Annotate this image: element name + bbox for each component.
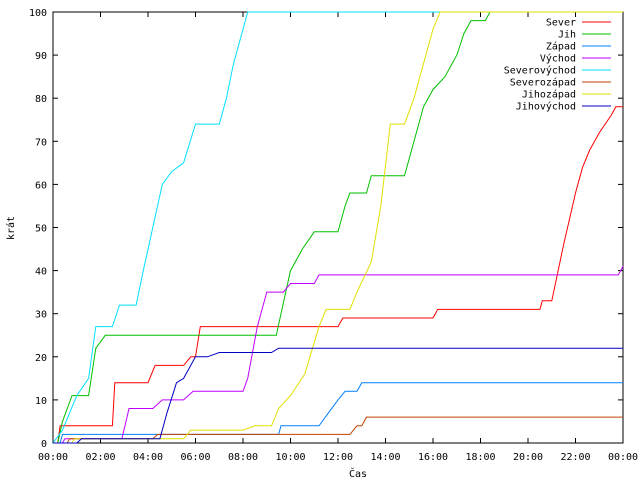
legend-label-6: Severozápad: [510, 77, 576, 89]
legend-label-1: Sever: [546, 18, 576, 29]
series-line-5: [52, 11, 623, 444]
y-axis-label: krát: [5, 216, 17, 240]
x-tick-label: 00:00: [38, 452, 68, 463]
series-line-7: [53, 11, 623, 444]
series-line-2: [53, 11, 623, 444]
y-tick-label: 0: [41, 439, 47, 450]
y-tick-label: 80: [35, 94, 47, 105]
legend-label-5: Severovýchod: [504, 65, 576, 77]
series-line-3: [53, 382, 623, 444]
legend-label-3: Západ: [546, 41, 576, 53]
legend: SeverJihZápadVýchodSeverovýchodSeverozáp…: [504, 18, 611, 113]
y-tick-label: 90: [35, 51, 47, 62]
x-tick-label: 10:00: [275, 452, 305, 463]
x-tick-label: 08:00: [228, 452, 258, 463]
series-group: [52, 11, 624, 444]
y-tick-label: 60: [35, 180, 47, 191]
y-tick-label: 40: [35, 267, 47, 278]
x-tick-label: 14:00: [370, 452, 400, 463]
y-tick-label: 30: [35, 310, 47, 321]
y-tick-label: 70: [35, 137, 47, 148]
legend-label-2: Jih: [558, 30, 576, 41]
y-tick-label: 10: [35, 396, 47, 407]
x-axis-label: Čas: [349, 467, 367, 480]
y-tick-label: 100: [29, 8, 47, 19]
x-tick-label: 02:00: [85, 452, 115, 463]
legend-label-8: Jihovýchod: [516, 101, 576, 113]
x-tick-label: 22:00: [560, 452, 590, 463]
axis-ticks: 00:00 02:00 04:00 06:00 08:00 10:00 12:00 14:00…: [29, 8, 638, 463]
x-tick-label: 12:00: [323, 452, 353, 463]
x-tick-label: 20:00: [513, 452, 543, 463]
legend-label-4: Východ: [540, 53, 576, 65]
series-line-1: [53, 106, 623, 444]
series-line-6: [53, 416, 623, 444]
series-line-8: [53, 347, 623, 444]
y-tick-label: 50: [35, 224, 47, 235]
x-tick-label: 18:00: [465, 452, 495, 463]
x-tick-label: 04:00: [133, 452, 163, 463]
x-tick-label: 16:00: [418, 452, 448, 463]
y-tick-label: 20: [35, 353, 47, 364]
x-tick-label: 00:00: [608, 452, 638, 463]
x-tick-label: 06:00: [180, 452, 210, 463]
legend-label-7: Jihozápad: [522, 89, 576, 101]
